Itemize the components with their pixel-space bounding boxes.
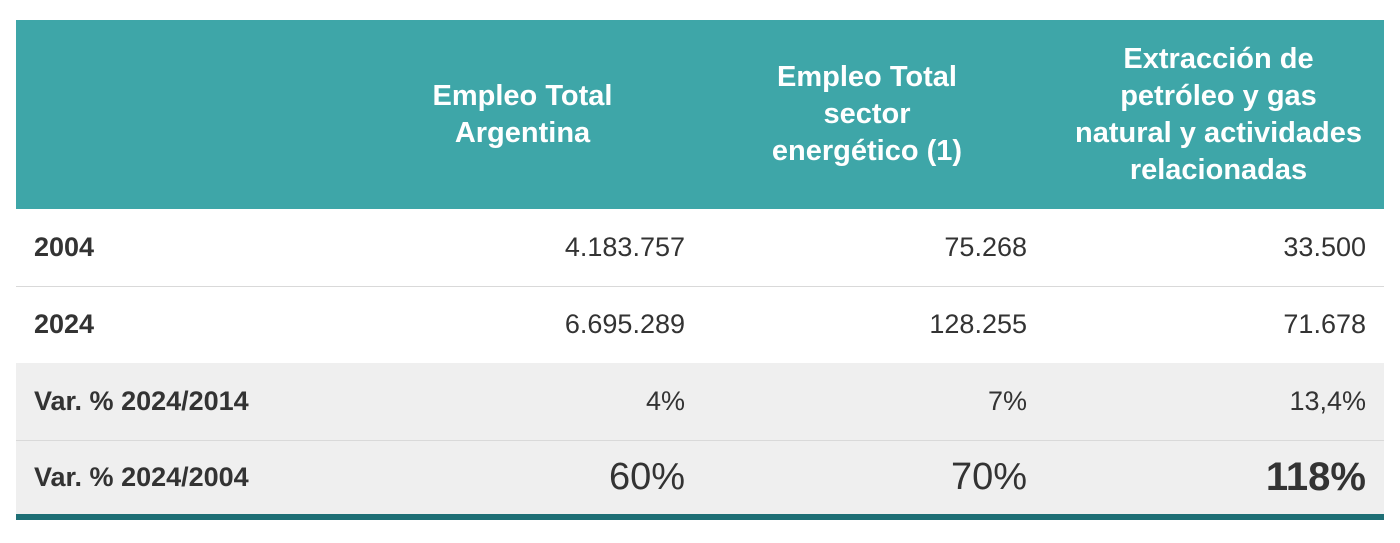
employment-table: Empleo Total Argentina Empleo Total sect… (16, 20, 1384, 520)
header-row: Empleo Total Argentina Empleo Total sect… (16, 20, 1384, 209)
cell-value: 70% (701, 440, 1043, 520)
cell-value: 6.695.289 (564, 309, 685, 340)
table-header: Empleo Total Argentina Empleo Total sect… (16, 20, 1384, 209)
table-row: 2024 6.695.289 128.255 71.678 (16, 286, 1384, 363)
cell-value: 33.500 (1043, 209, 1384, 287)
cell-value: 71.678 (1283, 309, 1366, 340)
employment-table-container: Empleo Total Argentina Empleo Total sect… (16, 20, 1384, 520)
row-label: 2004 (16, 209, 374, 287)
table-row: Var. % 2024/2004 60% 70% 118% (16, 440, 1384, 520)
table-row: 2004 4.183.757 75.268 33.500 (16, 209, 1384, 287)
cell-value: 7% (701, 363, 1043, 441)
row-label: Var. % 2024/2004 (16, 440, 374, 520)
cell-value: 75.268 (701, 209, 1043, 287)
table-body: 2004 4.183.757 75.268 33.500 2024 6.695.… (16, 209, 1384, 520)
cell-value: 4% (374, 363, 701, 441)
header-empleo-total-argentina: Empleo Total Argentina (374, 20, 701, 209)
cell-value: 60% (374, 440, 701, 520)
cell-value-highlight: 118% (1043, 440, 1384, 520)
row-label: Var. % 2024/2014 (16, 363, 374, 441)
row-label: 2024 (34, 309, 95, 340)
header-extraccion-petroleo-gas: Extracción de petróleo y gas natural y a… (1043, 20, 1384, 209)
cell-value: 4.183.757 (374, 209, 701, 287)
cell-value: 13,4% (1043, 363, 1384, 441)
header-empleo-sector-energetico: Empleo Total sector energético (1) (701, 20, 1043, 209)
cell-value: 128.255 (929, 309, 1027, 340)
header-empty-cell (16, 20, 374, 209)
table-row: Var. % 2024/2014 4% 7% 13,4% (16, 363, 1384, 441)
